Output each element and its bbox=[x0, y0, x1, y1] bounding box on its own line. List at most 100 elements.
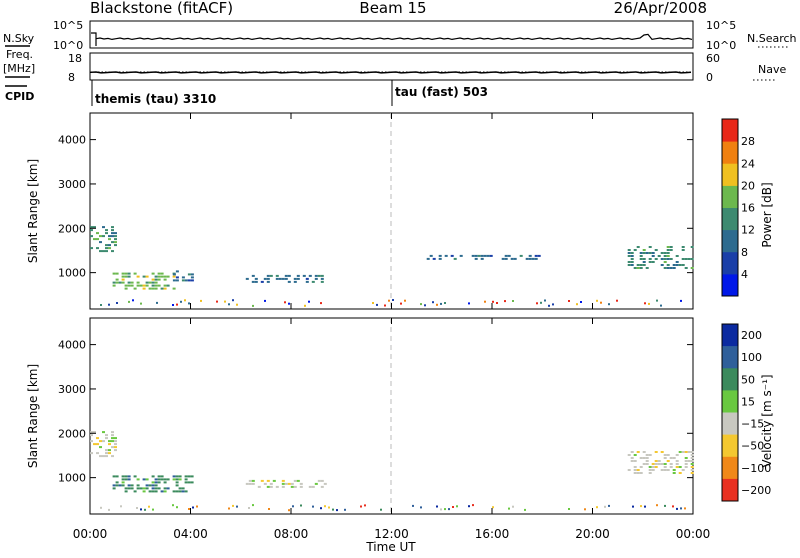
power-data-cell bbox=[510, 257, 514, 260]
power-data-cell bbox=[429, 254, 433, 257]
power-data-cell bbox=[660, 258, 664, 260]
power-ground-cell bbox=[388, 299, 390, 302]
velocity-data-cell bbox=[639, 466, 643, 468]
velocity-data-cell bbox=[127, 475, 131, 478]
power-data-cell bbox=[102, 226, 105, 229]
velocity-data-cell bbox=[320, 485, 324, 488]
x-tick-label-3: 12:00 bbox=[374, 527, 409, 541]
power-data-cell bbox=[293, 280, 297, 283]
power-data-cell bbox=[115, 272, 119, 275]
power-data-cell bbox=[663, 252, 667, 254]
power-data-cell bbox=[630, 261, 634, 263]
power-data-cell bbox=[320, 280, 324, 283]
velocity-colorbar-swatch-3 bbox=[722, 390, 738, 413]
power-ground-cell bbox=[544, 299, 546, 302]
power-data-cell bbox=[111, 226, 114, 229]
power-data-cell bbox=[111, 241, 114, 244]
velocity-data-cell bbox=[175, 475, 179, 478]
velocity-data-cell bbox=[114, 449, 117, 452]
velocity-ground-cell bbox=[632, 505, 634, 508]
power-data-cell bbox=[114, 235, 117, 238]
velocity-ground-cell bbox=[444, 508, 446, 511]
power-data-cell bbox=[124, 287, 128, 290]
velocity-ground-cell bbox=[144, 508, 146, 511]
velocity-ground-cell bbox=[420, 506, 422, 509]
power-data-cell bbox=[260, 280, 264, 283]
power-data-cell bbox=[320, 274, 324, 277]
velocity-data-cell bbox=[181, 490, 185, 493]
velocity-data-cell bbox=[257, 485, 261, 488]
power-data-cell bbox=[432, 257, 436, 260]
velocity-ground-cell bbox=[232, 504, 234, 507]
noise-left-tick-bottom: 10^0 bbox=[53, 39, 83, 52]
power-data-cell bbox=[187, 273, 191, 276]
velocity-data-cell bbox=[178, 490, 182, 493]
velocity-ground-cell bbox=[100, 506, 102, 509]
velocity-data-cell bbox=[136, 487, 140, 490]
velocity-data-cell bbox=[184, 490, 188, 493]
velocity-data-cell bbox=[663, 463, 667, 465]
power-data-cell bbox=[114, 232, 117, 235]
power-ground-cell bbox=[616, 299, 618, 302]
velocity-ground-cell bbox=[136, 507, 138, 509]
velocity-data-cell bbox=[642, 451, 646, 453]
power-data-cell bbox=[154, 284, 158, 287]
power-data-cell bbox=[669, 267, 673, 269]
velocity-colorbar-swatch-7 bbox=[722, 478, 738, 502]
velocity-data-cell bbox=[663, 466, 667, 468]
velocity-data-cell bbox=[245, 482, 249, 485]
velocity-data-cell bbox=[157, 475, 161, 478]
velocity-data-cell bbox=[175, 481, 179, 484]
velocity-data-cell bbox=[184, 475, 188, 478]
power-data-cell bbox=[102, 250, 105, 253]
power-data-cell bbox=[127, 275, 131, 278]
power-ground-cell bbox=[568, 300, 570, 302]
power-data-cell bbox=[148, 287, 152, 290]
power-ground-cell bbox=[304, 304, 306, 307]
power-data-cell bbox=[275, 274, 279, 277]
velocity-data-cell bbox=[121, 481, 125, 484]
power-ground-cell bbox=[392, 299, 394, 301]
velocity-data-cell bbox=[648, 472, 652, 474]
power-data-cell bbox=[444, 254, 448, 257]
power-data-cell bbox=[124, 275, 128, 278]
power-data-cell bbox=[284, 277, 288, 280]
x-tick-label-0: 00:00 bbox=[73, 527, 108, 541]
power-data-cell bbox=[528, 257, 532, 260]
velocity-data-cell bbox=[654, 451, 658, 453]
power-data-cell bbox=[630, 255, 634, 257]
velocity-data-cell bbox=[160, 478, 164, 481]
velocity-data-cell bbox=[630, 457, 634, 459]
power-colorbar-tick-0: 4 bbox=[741, 268, 748, 281]
power-data-cell bbox=[124, 284, 128, 287]
power-data-cell bbox=[190, 273, 194, 276]
velocity-data-cell bbox=[157, 487, 161, 490]
power-ground-cell bbox=[108, 303, 110, 306]
power-data-cell bbox=[163, 275, 167, 278]
power-data-cell bbox=[651, 252, 655, 254]
x-tick-label-5: 20:00 bbox=[575, 527, 610, 541]
velocity-ground-cell bbox=[472, 504, 474, 507]
noise-panel: N.Sky 10^5 10^0 10^5 10^0 N.Search bbox=[3, 19, 797, 52]
power-data-cell bbox=[672, 264, 676, 266]
velocity-data-cell bbox=[669, 466, 673, 468]
velocity-data-cell bbox=[651, 466, 655, 468]
velocity-data-cell bbox=[639, 472, 643, 474]
velocity-data-cell bbox=[260, 479, 264, 482]
power-data-cell bbox=[630, 264, 634, 266]
velocity-ground-cell bbox=[440, 508, 442, 511]
velocity-data-cell bbox=[151, 490, 155, 493]
velocity-data-cell bbox=[678, 472, 682, 474]
power-ground-cell bbox=[156, 301, 158, 304]
power-data-cell bbox=[190, 279, 194, 282]
power-data-cell bbox=[166, 275, 170, 278]
velocity-data-cell bbox=[145, 487, 149, 490]
power-data-cell bbox=[99, 235, 102, 238]
power-ground-cell bbox=[644, 302, 646, 305]
velocity-ground-cell bbox=[492, 506, 494, 509]
beam-title: Beam 15 bbox=[359, 0, 426, 17]
power-data-cell bbox=[114, 238, 117, 241]
power-data-cell bbox=[639, 255, 643, 257]
velocity-data-cell bbox=[121, 475, 125, 478]
velocity-ground-cell bbox=[364, 504, 366, 507]
